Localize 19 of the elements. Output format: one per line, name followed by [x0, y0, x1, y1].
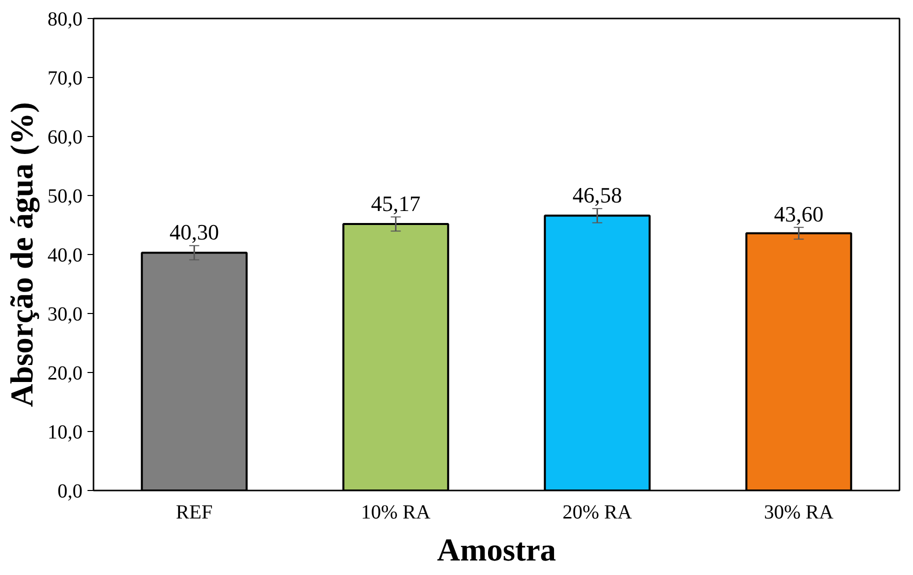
y-tick-label: 50,0: [48, 186, 82, 208]
y-tick-label: 30,0: [48, 304, 82, 326]
data-label: 43,60: [774, 201, 824, 226]
y-tick-label: 40,0: [48, 244, 82, 266]
y-tick-label: 10,0: [48, 422, 82, 444]
x-tick-label: 30% RA: [764, 502, 834, 524]
y-tick-label: 0,0: [58, 480, 82, 502]
y-tick-label: 60,0: [48, 126, 82, 148]
y-tick-label: 70,0: [48, 68, 82, 90]
y-tick-label: 20,0: [48, 362, 82, 384]
x-tick-label: REF: [176, 502, 213, 524]
x-tick-label: 20% RA: [562, 502, 633, 524]
data-label: 46,58: [572, 182, 622, 208]
x-tick-label: 10% RA: [361, 502, 432, 524]
data-label: 40,30: [170, 220, 219, 245]
y-tick-label: 80,0: [48, 8, 82, 30]
data-label: 45,17: [371, 190, 420, 216]
y-axis-title: Absorção de água (%): [4, 102, 40, 407]
x-axis-title: Amostra: [436, 532, 556, 568]
